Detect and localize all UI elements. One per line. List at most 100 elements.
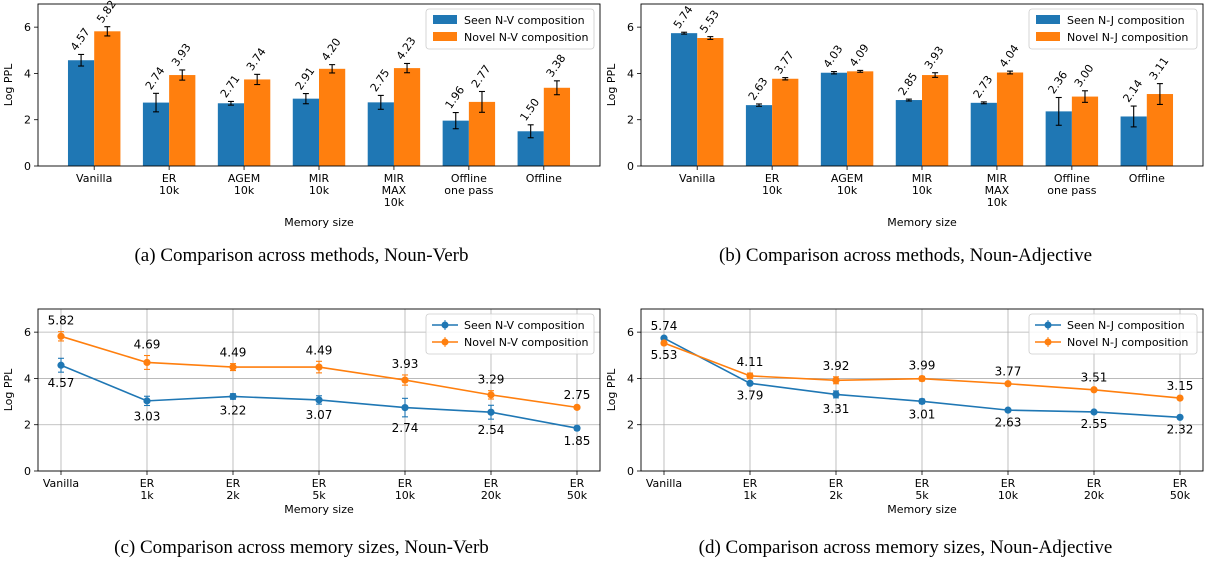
x-tick-label: ER 10k <box>159 172 180 197</box>
chart-panel-a: 0 2 4 6 Log PPL 4.57 2.74 2.71 2.91 2.75 1.96 1.50 5… <box>0 0 603 235</box>
bar <box>169 75 196 166</box>
x-tick-label: Offline <box>526 172 562 185</box>
data-point <box>401 376 409 384</box>
bar-value-label: 4.57 <box>68 26 93 54</box>
point-value-label: 3.77 <box>995 365 1022 379</box>
bar <box>697 38 724 166</box>
x-tick-label: MIR MAX 10k <box>382 172 407 209</box>
y-tick-label: 0 <box>627 160 634 173</box>
bar-value-label: 1.50 <box>517 96 542 124</box>
y-tick-label: 2 <box>627 419 634 432</box>
data-point <box>918 375 926 383</box>
bar-value-label: 2.36 <box>1046 69 1071 97</box>
y-tick-label: 6 <box>627 326 634 339</box>
legend-label: Novel N-V composition <box>464 31 588 44</box>
x-tick-label: ER 20k <box>1084 477 1105 502</box>
bar <box>996 72 1024 166</box>
y-tick-label: 2 <box>627 114 634 127</box>
data-point <box>487 408 495 416</box>
point-value-label: 3.29 <box>478 373 505 387</box>
bar-chart-noun-adjective: 0 2 4 6 Log PPL 5.74 2.63 4.03 2.85 2.73 2.36 2.14 5… <box>605 3 1204 229</box>
bar-value-label: 2.77 <box>469 63 494 91</box>
caption-c: (c) Comparison across memory sizes, Noun… <box>114 537 489 558</box>
point-value-label: 5.74 <box>651 319 678 333</box>
point-value-label: 3.51 <box>1081 371 1108 385</box>
bar-value-label: 2.14 <box>1120 77 1145 105</box>
x-axis-label: Memory size <box>887 216 957 229</box>
data-point <box>660 339 668 347</box>
point-value-label: 2.54 <box>478 423 505 437</box>
data-point <box>229 392 237 401</box>
bar-value-label: 5.53 <box>697 8 722 36</box>
point-value-label: 3.22 <box>220 403 247 417</box>
bar-value-label: 3.38 <box>544 52 569 80</box>
y-tick-label: 0 <box>24 160 31 173</box>
legend-swatch <box>433 15 457 24</box>
x-tick-label: MIR 10k <box>912 172 933 197</box>
bar-value-label: 4.09 <box>847 42 872 70</box>
data-point <box>573 424 581 432</box>
x-tick-label: ER 5k <box>312 477 327 502</box>
y-axis-label: Log PPL <box>605 368 618 411</box>
data-point <box>57 361 65 369</box>
x-axis-label: Memory size <box>284 216 354 229</box>
x-tick-label: ER 2k <box>226 477 241 502</box>
point-value-label: 4.11 <box>737 355 764 369</box>
legend-label: Novel N-J composition <box>1067 31 1188 44</box>
y-tick-label: 4 <box>627 67 634 80</box>
data-point <box>1176 394 1184 402</box>
x-tick-label: ER 10k <box>762 172 783 197</box>
legend-box <box>1028 8 1198 50</box>
bar <box>1071 96 1099 166</box>
bar-value-label: 2.91 <box>293 65 318 93</box>
bar <box>745 105 773 166</box>
y-axis-label: Log PPL <box>605 63 618 106</box>
legend-label: Seen N-J composition <box>1067 14 1185 27</box>
bar-value-label: 1.96 <box>443 84 468 112</box>
data-point <box>401 403 409 412</box>
data-point <box>143 358 151 367</box>
x-tick-label: Vanilla <box>76 172 112 185</box>
point-value-label: 4.57 <box>48 376 75 390</box>
y-tick-label: 6 <box>24 326 31 339</box>
bar-value-label: 2.63 <box>746 75 771 103</box>
bar <box>142 102 170 166</box>
bar-value-label: 3.93 <box>922 44 947 72</box>
caption-b: (b) Comparison across methods, Noun-Adje… <box>718 245 1093 266</box>
y-tick-label: 4 <box>627 372 634 385</box>
bar <box>367 102 394 166</box>
line-chart-noun-adjective: 0 2 4 6 Log PPL 5.74 3.79 3.31 3.01 2.63 2.55 2.32 5… <box>605 308 1204 516</box>
point-value-label: 3.15 <box>1167 379 1194 393</box>
x-tick-label: Vanilla <box>646 477 682 490</box>
point-value-label: 2.63 <box>995 415 1022 429</box>
bar <box>1146 94 1174 166</box>
bar-value-label: 4.03 <box>821 43 846 71</box>
data-point <box>143 397 151 405</box>
caption-d: (d) Comparison across memory sizes, Noun… <box>698 537 1113 558</box>
y-tick-label: 4 <box>24 67 31 80</box>
bar <box>772 78 799 166</box>
bar <box>895 100 922 166</box>
bar-value-label: 3.00 <box>1072 62 1097 90</box>
point-value-label: 3.01 <box>909 408 936 422</box>
x-tick-label: MIR MAX 10k <box>985 172 1010 209</box>
data-point <box>57 332 65 340</box>
legend-box <box>1028 313 1198 355</box>
point-value-label: 4.49 <box>220 346 247 360</box>
data-point <box>918 397 926 405</box>
chart-panel-c: 0 2 4 6 Log PPL 4.57 3.03 3.22 3.07 2.74 2.54 1.85 5… <box>0 300 603 525</box>
bar <box>922 75 949 166</box>
data-point <box>1176 413 1184 421</box>
x-tick-label: ER 50k <box>567 477 588 502</box>
y-tick-label: 2 <box>24 419 31 432</box>
point-value-label: 4.69 <box>134 338 161 352</box>
y-tick-label: 2 <box>24 114 31 127</box>
y-tick-label: 6 <box>24 21 31 34</box>
x-tick-label: Vanilla <box>43 477 79 490</box>
bar <box>670 33 698 166</box>
y-axis-label: Log PPL <box>2 368 15 411</box>
legend-label: Novel N-V composition <box>464 336 588 349</box>
data-point <box>1004 380 1012 388</box>
y-tick-label: 0 <box>24 465 31 478</box>
